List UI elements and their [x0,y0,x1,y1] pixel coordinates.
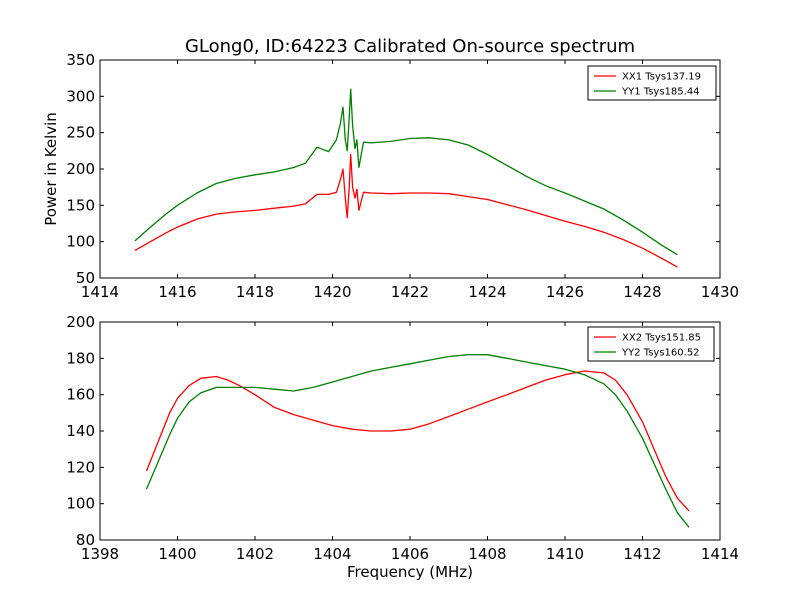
top-panel: 1414 1416 1418 1420 1422 1424 1426 1428 1430 50 10… [42,36,739,301]
series-line-1 [134,153,678,268]
legend-entry: XX2 Tsys151.85 [622,333,701,344]
x-tick-label: 1422 [391,283,429,301]
x-tick-label: 1400 [158,545,196,563]
x-tick-label: 1406 [391,545,429,563]
y-tick-label: 80 [76,531,95,549]
y-tick-label: 250 [66,124,95,142]
x-tick-label: 1416 [158,283,196,301]
y-tick-label: 100 [66,233,95,251]
y-tick-label: 200 [66,313,95,331]
chart-title: GLong0, ID:64223 Calibrated On-source sp… [185,36,635,57]
x-tick-label: 1410 [546,545,584,563]
x-tick-label: 1412 [623,545,661,563]
y-tick-label: 140 [66,422,95,440]
legend-entry: YY1 Tsys185.44 [621,87,700,98]
legend-entry: XX1 Tsys137.19 [622,72,701,83]
y-tick-label: 350 [66,51,95,69]
y-tick-label: 100 [66,495,95,513]
x-tick-label: 1426 [546,283,584,301]
x-axis-label: Frequency (MHz) [347,563,473,581]
x-tick-label: 1414 [81,283,119,301]
legend-entry: YY2 Tsys160.52 [621,348,700,359]
x-tick-label: 1402 [236,545,274,563]
series-line-2 [134,88,678,256]
x-tick-label: 1414 [701,545,739,563]
x-tick-label: 1398 [81,545,119,563]
x-tick-label: 1418 [236,283,274,301]
x-tick-label: 1404 [313,545,351,563]
y-tick-label: 50 [76,269,95,287]
y-axis-label: Power in Kelvin [42,112,60,226]
x-tick-label: 1420 [313,283,351,301]
x-tick-label: 1430 [701,283,739,301]
y-tick-label: 200 [66,160,95,178]
y-tick-label: 120 [66,458,95,476]
y-tick-label: 150 [66,196,95,214]
y-tick-label: 300 [66,87,95,105]
legend-box [587,326,715,362]
x-tick-label: 1408 [468,545,506,563]
series-line-1 [145,370,690,512]
bottom-panel: 1398 1400 1402 1404 1406 1408 1410 1412 1414 80 10… [66,313,739,581]
x-tick-label: 1424 [468,283,506,301]
legend-box [587,65,717,101]
x-tick-label: 1428 [623,283,661,301]
series-line-2 [145,354,690,528]
y-tick-label: 180 [66,349,95,367]
y-tick-label: 160 [66,386,95,404]
